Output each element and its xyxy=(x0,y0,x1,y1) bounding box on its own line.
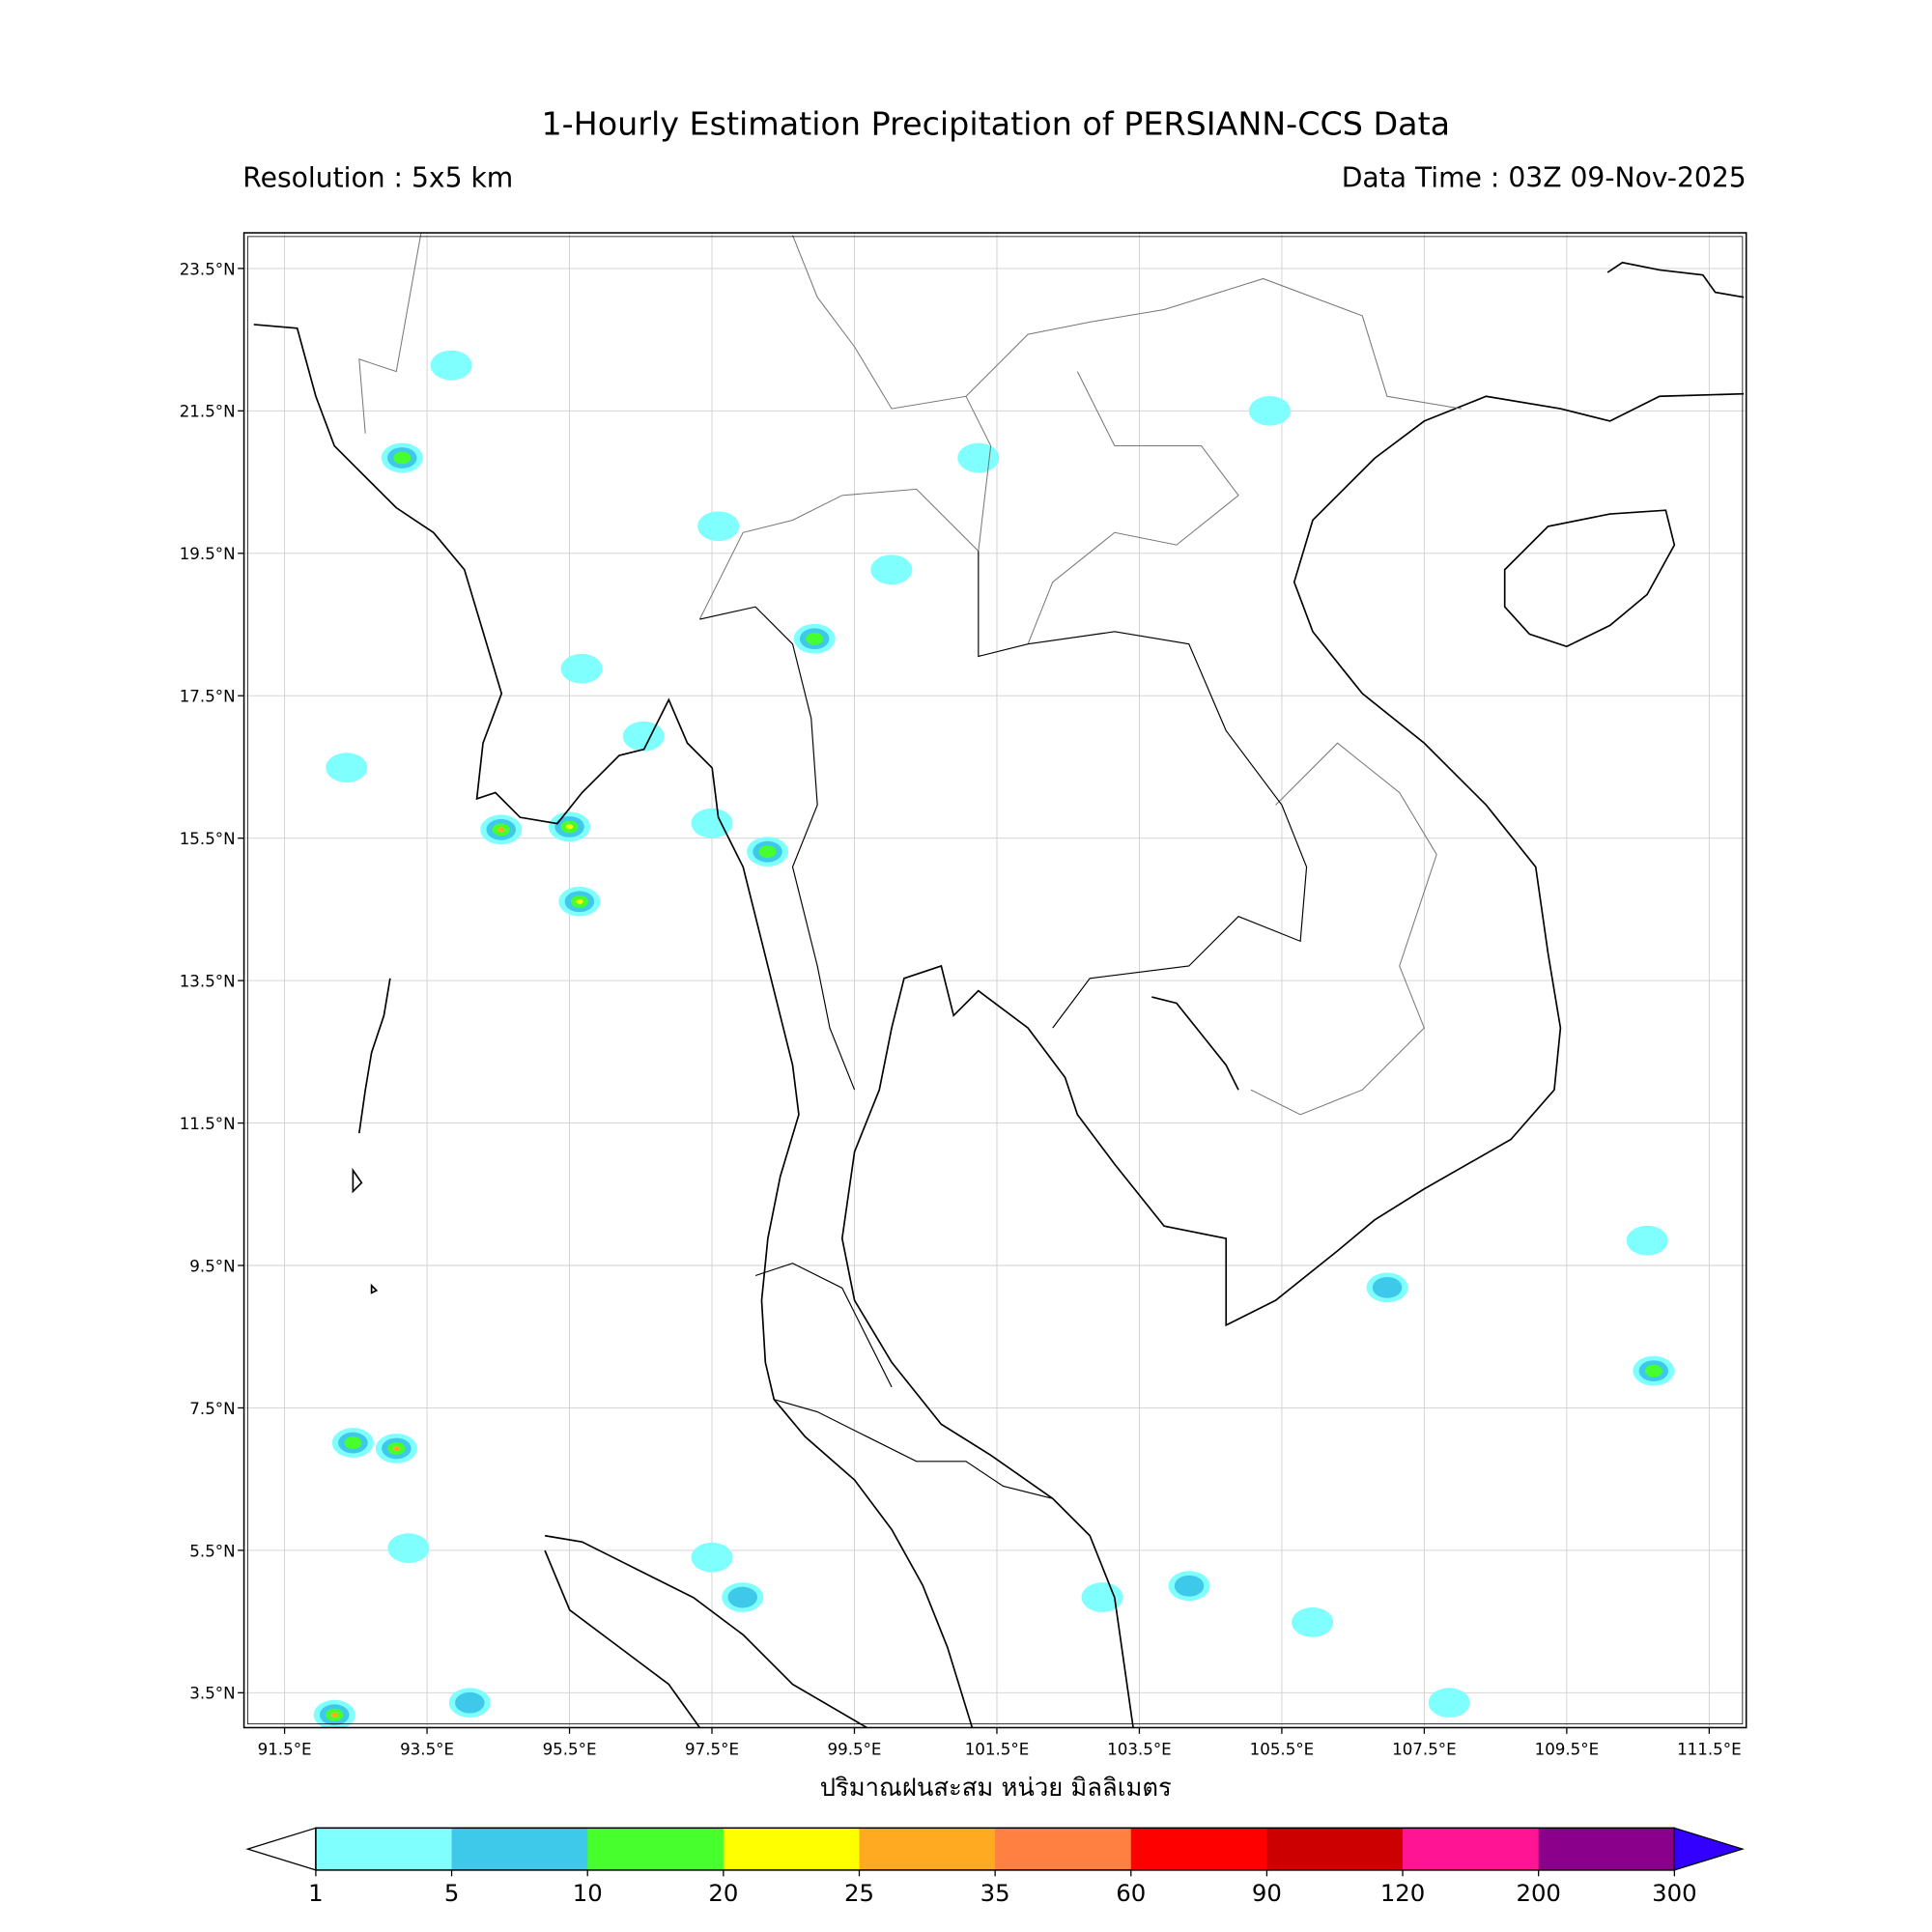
lat-tick-label: 5.5°N xyxy=(189,1542,235,1560)
coastline-gulf-indochina xyxy=(840,392,1745,1728)
colorbar-tick-label: 1 xyxy=(308,1879,324,1907)
lon-tick-label: 105.5°E xyxy=(1250,1741,1315,1759)
lon-tick-label: 99.5°E xyxy=(828,1741,882,1759)
colorbar-bin xyxy=(1130,1828,1268,1870)
rain-cell xyxy=(806,632,824,645)
rain-cell xyxy=(870,554,913,585)
lat-tick-label: 3.5°N xyxy=(189,1685,235,1703)
rain-cell xyxy=(344,1436,362,1449)
rain-cell xyxy=(1428,1688,1470,1719)
rain-cell xyxy=(392,1445,400,1452)
lat-tick-label: 19.5°N xyxy=(180,545,236,563)
colorbar-tick-label: 35 xyxy=(980,1879,1010,1907)
lat-tick-label: 11.5°N xyxy=(180,1115,236,1133)
gridlines xyxy=(243,233,1747,1728)
colorbar-tick-label: 120 xyxy=(1380,1879,1425,1907)
rain-cell xyxy=(1626,1225,1668,1256)
rain-cell xyxy=(697,511,740,542)
lon-tick-label: 97.5°E xyxy=(685,1741,739,1759)
data-time-label: Data Time : 03Z 09-Nov-2025 xyxy=(1342,162,1747,194)
precipitation-layer xyxy=(313,350,1675,1728)
colorbar: 1 5 10 20 25 35 60 90 120 200 300 xyxy=(245,1827,1746,1907)
coastline-sumatra xyxy=(544,1534,867,1728)
colorbar-under-arrow xyxy=(245,1827,317,1871)
rain-cell xyxy=(430,350,472,381)
colorbar-tick-label: 25 xyxy=(844,1879,874,1907)
longitude-axis: 91.5°E 93.5°E 95.5°E 97.5°E 99.5°E 101.5°E 103… xyxy=(258,1727,1742,1759)
map-area xyxy=(242,232,1747,1729)
coastlines xyxy=(253,261,1745,1728)
lat-tick-label: 13.5°N xyxy=(180,973,236,991)
thailand-outline xyxy=(699,551,1308,1499)
coastline-andaman-islands xyxy=(352,978,391,1294)
coastline-south-china xyxy=(1606,261,1745,298)
rain-cell xyxy=(565,824,574,830)
rain-cell xyxy=(1372,1276,1403,1298)
lon-tick-label: 103.5°E xyxy=(1107,1741,1172,1759)
rain-cell xyxy=(497,827,505,833)
lon-tick-label: 95.5°E xyxy=(543,1741,597,1759)
rain-cell xyxy=(727,1586,757,1608)
colorbar-tick-label: 300 xyxy=(1652,1879,1696,1907)
rain-cell xyxy=(758,845,777,859)
colorbar-tick-label: 200 xyxy=(1516,1879,1560,1907)
colorbar-over-arrow xyxy=(1673,1827,1746,1871)
colorbar-bin xyxy=(451,1828,588,1870)
colorbar-tick-label: 5 xyxy=(444,1879,460,1907)
colorbar-bin xyxy=(1266,1828,1404,1870)
lon-tick-label: 101.5°E xyxy=(965,1741,1030,1759)
lon-tick-label: 109.5°E xyxy=(1535,1741,1600,1759)
colorbar-bin xyxy=(315,1828,453,1870)
lon-tick-label: 111.5°E xyxy=(1677,1741,1742,1759)
rain-cell xyxy=(387,1533,430,1564)
rain-cell xyxy=(393,451,412,465)
colorbar-bin xyxy=(587,1828,724,1870)
lat-tick-label: 23.5°N xyxy=(180,260,236,278)
rain-cell xyxy=(691,808,733,838)
lon-tick-label: 93.5°E xyxy=(400,1741,454,1759)
lon-tick-label: 107.5°E xyxy=(1392,1741,1457,1759)
rain-cell xyxy=(1248,395,1291,426)
resolution-label: Resolution : 5x5 km xyxy=(242,162,513,194)
coastline-hainan xyxy=(1503,509,1676,648)
colorbar-bin xyxy=(859,1828,996,1870)
colorbar-bin xyxy=(1538,1828,1675,1870)
rain-cell xyxy=(1644,1364,1662,1378)
rain-cell xyxy=(455,1691,485,1714)
colorbar-tick-label: 20 xyxy=(708,1879,738,1907)
rain-cell xyxy=(576,898,583,904)
colorbar-tick-label: 60 xyxy=(1116,1879,1146,1907)
rain-cell xyxy=(326,753,368,783)
coastline-myanmar-andaman xyxy=(253,324,974,1728)
colorbar-bin xyxy=(995,1828,1132,1870)
lat-tick-label: 17.5°N xyxy=(180,688,236,706)
lat-tick-label: 15.5°N xyxy=(180,830,236,848)
lat-tick-label: 9.5°N xyxy=(189,1257,235,1275)
rain-cell xyxy=(1292,1606,1334,1637)
rain-cell xyxy=(1081,1582,1123,1612)
colorbar-bin xyxy=(1403,1828,1540,1870)
lat-tick-label: 7.5°N xyxy=(189,1400,235,1418)
rain-cell xyxy=(560,653,603,684)
rain-cell xyxy=(691,1542,733,1573)
coastline-tonle-sap xyxy=(1151,996,1239,1091)
rain-cell xyxy=(1174,1575,1205,1597)
colorbar-bin xyxy=(723,1828,861,1870)
lat-tick-label: 21.5°N xyxy=(180,403,236,421)
country-borders xyxy=(358,233,1462,1499)
colorbar-tick-label: 90 xyxy=(1252,1879,1282,1907)
latitude-axis: 23.5°N 21.5°N 19.5°N 17.5°N 15.5°N 13.5°N 11.5… xyxy=(180,260,244,1703)
colorbar-tick-label: 10 xyxy=(573,1879,603,1907)
rain-cell xyxy=(330,1712,338,1718)
rain-cell xyxy=(957,442,1000,473)
xaxis-label: ปริมาณฝนสะสม หน่วย มิลลิเมตร xyxy=(820,1774,1172,1803)
figure-title: 1-Hourly Estimation Precipitation of PER… xyxy=(541,105,1450,143)
lon-tick-label: 91.5°E xyxy=(258,1741,312,1759)
rain-cell xyxy=(622,721,665,752)
